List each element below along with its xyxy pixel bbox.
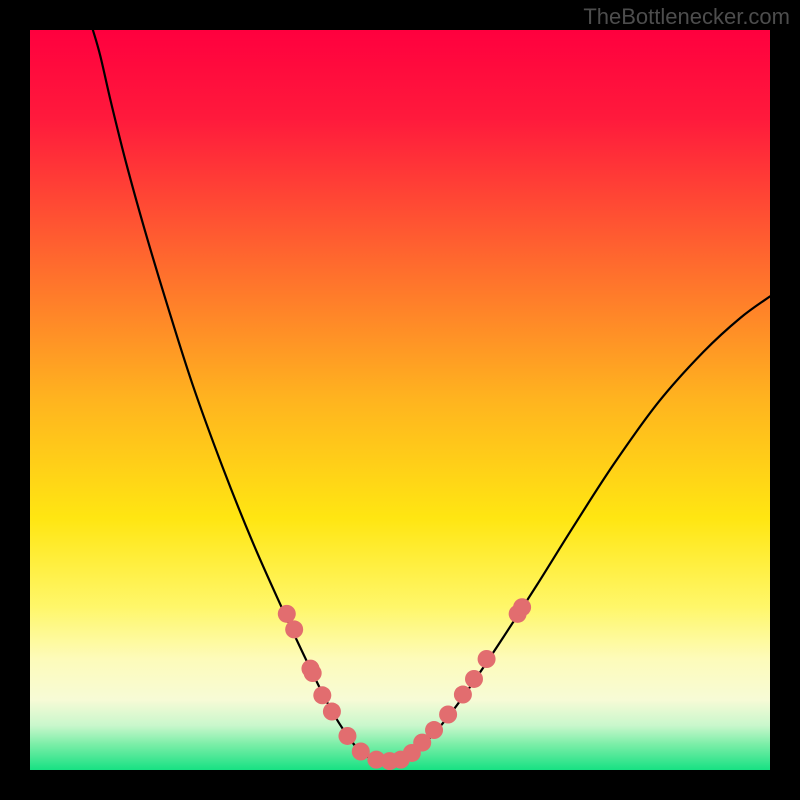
curve-marker <box>465 670 483 688</box>
bottleneck-chart <box>0 0 800 800</box>
curve-marker <box>323 703 341 721</box>
curve-marker <box>278 605 296 623</box>
curve-marker <box>285 620 303 638</box>
curve-marker <box>352 743 370 761</box>
curve-marker <box>513 598 531 616</box>
curve-marker <box>338 727 356 745</box>
curve-marker <box>304 664 322 682</box>
curve-marker <box>439 706 457 724</box>
curve-marker <box>425 721 443 739</box>
curve-marker <box>313 686 331 704</box>
curve-marker <box>454 686 472 704</box>
curve-marker <box>478 650 496 668</box>
watermark-text: TheBottlenecker.com <box>583 4 790 30</box>
